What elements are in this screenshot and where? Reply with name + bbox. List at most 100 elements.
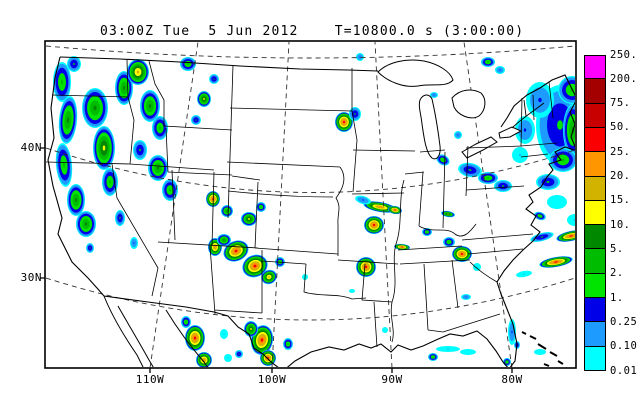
precip-cell xyxy=(394,243,410,251)
precip-contour-level-0.25 xyxy=(359,56,361,58)
precip-contour-level-2 xyxy=(109,180,111,184)
precip-contour-level-25 xyxy=(253,264,257,268)
precip-cell xyxy=(127,59,149,85)
y-axis-tick-label: 30N xyxy=(20,271,42,284)
precip-contour-level-2 xyxy=(432,356,434,358)
precip-contour-level-0.10 xyxy=(446,348,450,350)
precip-contour-level-5 xyxy=(74,198,78,202)
colorbar-block xyxy=(584,55,606,80)
colorbar-tick-label: 25. xyxy=(610,145,631,158)
lake-superior xyxy=(377,59,454,87)
precip-contour-level-1 xyxy=(468,169,472,171)
precip-contour-level-1 xyxy=(501,185,505,187)
precip-contour-level-0.25 xyxy=(465,296,467,298)
precip-contour-level-1 xyxy=(238,353,240,355)
precip-contour-level-10 xyxy=(447,213,449,215)
gridline-49n xyxy=(46,45,575,59)
precip-contour-level-2 xyxy=(448,241,450,243)
precip-cell xyxy=(209,74,219,84)
precip-contour-level-2 xyxy=(169,188,171,192)
precip-cell xyxy=(241,212,257,226)
precip-cell xyxy=(115,210,125,226)
precip-cell xyxy=(220,329,228,339)
precip-cell xyxy=(55,143,73,187)
state-borders xyxy=(46,59,558,348)
gridline-40n xyxy=(46,147,575,193)
colorbar-tick-label: 1. xyxy=(610,291,624,304)
precip-contour-level-0.01 xyxy=(460,349,476,355)
precip-contour-level-25 xyxy=(460,253,464,255)
precip-contour-level-2 xyxy=(60,79,64,85)
precip-contour-level-2 xyxy=(260,206,262,208)
colorbar-block xyxy=(584,248,606,274)
precip-cell xyxy=(140,90,160,122)
colorbar-tick-label: 75. xyxy=(610,97,631,110)
precip-contour-level-0.10 xyxy=(523,273,525,275)
precip-contour-level-15 xyxy=(268,276,270,278)
precip-cell xyxy=(67,184,85,216)
precip-cell xyxy=(76,211,96,237)
precip-contour-level-0.10 xyxy=(574,219,575,221)
precip-contour-level-5 xyxy=(66,117,70,123)
precip-cell xyxy=(481,57,495,67)
plot-title: 03:00Z Tue 5 Jun 2012 T=10800.0 s (3:00:… xyxy=(100,24,525,39)
precip-cell xyxy=(495,66,505,74)
plot-frame xyxy=(40,40,577,373)
precip-contour-level-10 xyxy=(261,371,262,372)
precip-contour-level-25 xyxy=(364,265,368,269)
precip-contour-level-2 xyxy=(426,231,428,233)
precip-contour-level-20 xyxy=(203,359,205,361)
precip-contour-level-5 xyxy=(156,166,160,170)
precip-contour-level-25 xyxy=(342,120,346,124)
lake-michigan xyxy=(418,94,441,160)
gridline-90w xyxy=(374,42,393,367)
precip-contour-level-0.25 xyxy=(538,97,542,103)
precip-contour-level-20 xyxy=(214,245,216,249)
precip-contour-level-2 xyxy=(487,61,489,63)
lake-huron xyxy=(451,89,486,119)
precip-contour-level-0.25 xyxy=(362,199,364,201)
precip-cell xyxy=(363,201,397,213)
precip-contour-level-0.25 xyxy=(133,242,135,244)
precip-cell xyxy=(221,205,233,217)
precip-cell xyxy=(185,325,205,351)
colorbar-block xyxy=(584,126,606,153)
x-axis-tick-label: 80W xyxy=(501,373,523,386)
coastline-outline xyxy=(47,56,575,367)
precip-cell xyxy=(530,232,554,242)
precip-contour-level-2 xyxy=(442,159,444,161)
precip-cell xyxy=(503,358,511,366)
colorbar-tick-label: 0.01 xyxy=(610,364,638,377)
precip-cell xyxy=(516,270,532,278)
precip-cell xyxy=(152,116,168,140)
precip-cell xyxy=(86,243,94,253)
precip-contour-level-5 xyxy=(260,370,263,373)
precip-cell xyxy=(460,349,476,355)
precip-cell xyxy=(181,316,191,328)
x-axis-tick-label: 90W xyxy=(381,373,403,386)
precip-contour-level-25 xyxy=(372,223,376,227)
precip-cell xyxy=(349,107,361,121)
precip-contour-level-1 xyxy=(139,148,141,152)
precip-contour-level-10 xyxy=(203,98,205,100)
precip-contour-level-0.10 xyxy=(223,333,225,335)
precip-contour-level-5 xyxy=(223,239,225,241)
precip-cell xyxy=(196,352,212,367)
mexico-baja-coast xyxy=(103,295,209,367)
precip-contour-level-1 xyxy=(546,181,550,183)
precip-contour-level-2 xyxy=(506,361,508,363)
x-axis-tick-label: 100W xyxy=(257,373,287,386)
precip-contour-level-0.10 xyxy=(519,154,521,156)
precip-cell xyxy=(148,155,168,181)
precip-cell xyxy=(242,254,268,278)
precip-cell xyxy=(53,62,71,102)
precip-cell xyxy=(102,168,118,196)
precip-contour-level-1 xyxy=(195,119,197,121)
gridline-110w xyxy=(149,42,199,367)
precip-contour-level-5 xyxy=(122,85,126,91)
precip-contour-level-1 xyxy=(557,120,563,130)
precip-cell xyxy=(558,76,575,104)
precip-contour-level-25 xyxy=(234,249,238,253)
precip-cell xyxy=(256,202,266,212)
